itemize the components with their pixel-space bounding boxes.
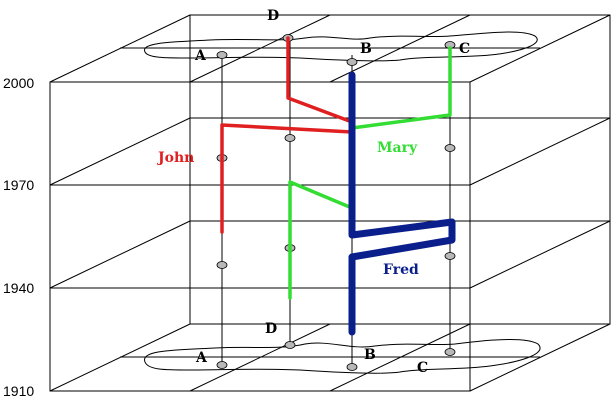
marker bbox=[284, 341, 296, 349]
bottom-contour bbox=[144, 338, 541, 374]
year-label: 1940 bbox=[3, 280, 34, 296]
back-face bbox=[189, 14, 611, 325]
place-labels: D A B C D A B C bbox=[194, 8, 470, 376]
marker bbox=[216, 261, 228, 269]
place-label-top: C bbox=[459, 41, 470, 57]
place-label-bottom: A bbox=[195, 350, 208, 366]
year-label: 2000 bbox=[3, 75, 34, 91]
place-label-top: A bbox=[194, 48, 207, 64]
year-label: 1970 bbox=[3, 177, 34, 193]
marker bbox=[346, 58, 358, 66]
marker bbox=[346, 363, 358, 371]
fred-path bbox=[348, 71, 456, 336]
place-label-top: D bbox=[267, 8, 279, 24]
place-label-top: B bbox=[360, 41, 372, 57]
marker bbox=[216, 51, 228, 59]
marker bbox=[284, 134, 296, 142]
top-contour bbox=[144, 31, 538, 62]
front-face bbox=[49, 81, 471, 392]
location-markers bbox=[216, 34, 456, 371]
marker bbox=[216, 361, 228, 369]
marker bbox=[444, 348, 456, 356]
person-label-john: John bbox=[156, 150, 194, 166]
person-label-fred: Fred bbox=[383, 262, 419, 278]
person-label-mary: Mary bbox=[377, 140, 418, 156]
cube-frame bbox=[49, 14, 611, 392]
year-label: 1910 bbox=[3, 383, 34, 399]
year-axis: 2000 1970 1940 1910 bbox=[3, 75, 34, 399]
place-label-bottom: C bbox=[417, 360, 428, 376]
mary-path bbox=[288, 46, 452, 300]
marker bbox=[444, 144, 456, 152]
place-label-bottom: B bbox=[364, 347, 376, 363]
person-labels: John Mary Fred bbox=[156, 140, 419, 278]
marker bbox=[444, 252, 456, 260]
place-label-bottom: D bbox=[265, 321, 277, 337]
life-paths bbox=[220, 36, 456, 336]
